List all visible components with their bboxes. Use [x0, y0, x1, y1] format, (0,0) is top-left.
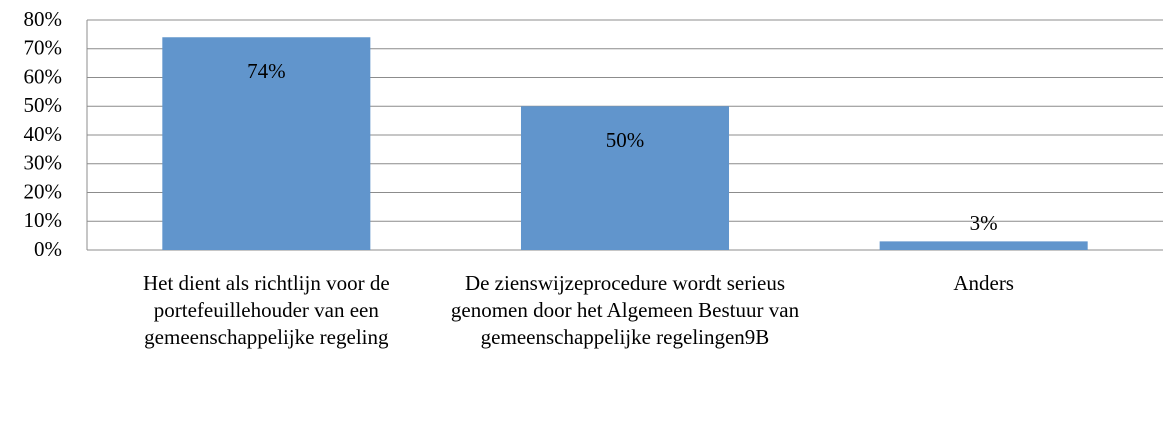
y-tick-label: 30% [24, 151, 63, 175]
y-tick-label: 40% [24, 122, 63, 146]
y-tick-label: 0% [34, 237, 62, 261]
y-tick-label: 20% [24, 179, 63, 203]
y-tick-label: 10% [24, 208, 63, 232]
x-tick-label: Het dient als richtlijn voor de portefeu… [142, 271, 390, 349]
data-label: 74% [247, 59, 286, 83]
bar [520, 106, 730, 250]
y-tick-label: 60% [24, 64, 63, 88]
y-tick-label: 70% [24, 36, 63, 60]
bar [879, 241, 1088, 250]
data-label: 3% [970, 211, 998, 235]
x-tick-label: Anders [953, 271, 1014, 295]
y-tick-label: 80% [24, 7, 63, 31]
y-tick-label: 50% [24, 93, 63, 117]
bar [162, 37, 371, 250]
x-tick-label: De zienswijzeprocedure wordt serieus gen… [450, 271, 800, 349]
data-label: 50% [606, 128, 645, 152]
